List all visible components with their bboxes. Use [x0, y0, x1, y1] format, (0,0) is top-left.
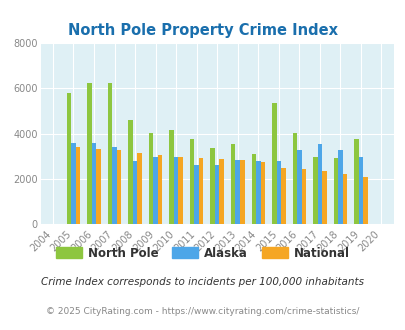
Bar — [219, 159, 224, 224]
Bar — [137, 153, 141, 224]
Bar — [112, 148, 117, 224]
Text: © 2025 CityRating.com - https://www.cityrating.com/crime-statistics/: © 2025 CityRating.com - https://www.city… — [46, 307, 359, 315]
Bar — [198, 158, 203, 224]
Bar — [117, 150, 121, 224]
Bar — [128, 119, 132, 224]
Text: Crime Index corresponds to incidents per 100,000 inhabitants: Crime Index corresponds to incidents per… — [41, 278, 364, 287]
Bar — [230, 144, 235, 224]
Bar — [66, 93, 71, 224]
Bar — [149, 133, 153, 224]
Bar — [107, 82, 112, 224]
Bar — [173, 157, 178, 224]
Bar — [362, 177, 367, 224]
Bar — [132, 161, 137, 224]
Bar — [96, 149, 100, 224]
Bar — [75, 147, 80, 224]
Bar — [342, 175, 346, 224]
Bar — [239, 160, 244, 224]
Bar — [153, 157, 158, 224]
Bar — [292, 133, 296, 224]
Bar — [214, 165, 219, 224]
Text: North Pole Property Crime Index: North Pole Property Crime Index — [68, 23, 337, 38]
Bar — [251, 154, 256, 224]
Bar — [301, 169, 305, 224]
Bar — [358, 157, 362, 224]
Bar — [353, 139, 358, 224]
Bar — [71, 143, 75, 224]
Bar — [178, 157, 183, 224]
Bar — [92, 143, 96, 224]
Bar — [271, 103, 276, 224]
Bar — [280, 168, 285, 224]
Bar — [312, 157, 317, 224]
Bar — [194, 165, 198, 224]
Bar — [169, 130, 173, 224]
Bar — [210, 148, 214, 224]
Bar — [256, 161, 260, 224]
Legend: North Pole, Alaska, National: North Pole, Alaska, National — [51, 242, 354, 264]
Bar — [321, 171, 326, 224]
Bar — [190, 139, 194, 224]
Bar — [158, 155, 162, 224]
Bar — [87, 82, 92, 224]
Bar — [296, 149, 301, 224]
Bar — [235, 160, 239, 224]
Bar — [333, 158, 337, 224]
Bar — [337, 150, 342, 224]
Bar — [276, 161, 280, 224]
Bar — [260, 162, 264, 224]
Bar — [317, 144, 321, 224]
